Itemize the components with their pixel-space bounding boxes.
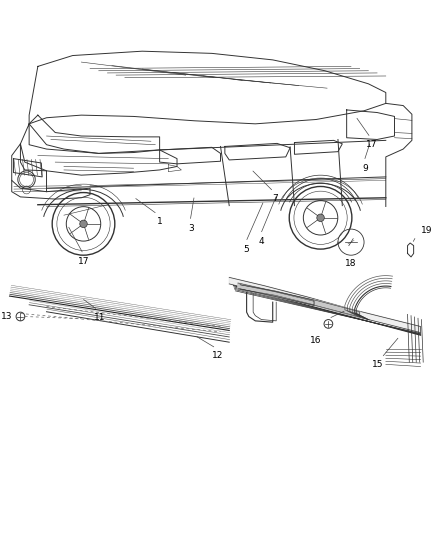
Text: 19: 19 xyxy=(420,227,432,236)
Circle shape xyxy=(80,220,87,228)
Polygon shape xyxy=(229,277,420,333)
Text: 3: 3 xyxy=(188,224,194,233)
Circle shape xyxy=(317,214,324,222)
Text: 7: 7 xyxy=(272,195,278,203)
Text: 5: 5 xyxy=(244,245,250,254)
Text: 17: 17 xyxy=(366,140,378,149)
Text: 1: 1 xyxy=(157,217,162,226)
Text: 13: 13 xyxy=(1,312,12,321)
Text: 18: 18 xyxy=(345,259,357,268)
Text: 17: 17 xyxy=(78,257,89,266)
Text: 16: 16 xyxy=(310,336,321,345)
Text: 15: 15 xyxy=(372,360,384,369)
Text: 9: 9 xyxy=(362,164,368,173)
Text: 12: 12 xyxy=(212,351,223,360)
Text: 11: 11 xyxy=(94,313,106,321)
Polygon shape xyxy=(238,283,360,317)
Text: 4: 4 xyxy=(258,237,264,246)
